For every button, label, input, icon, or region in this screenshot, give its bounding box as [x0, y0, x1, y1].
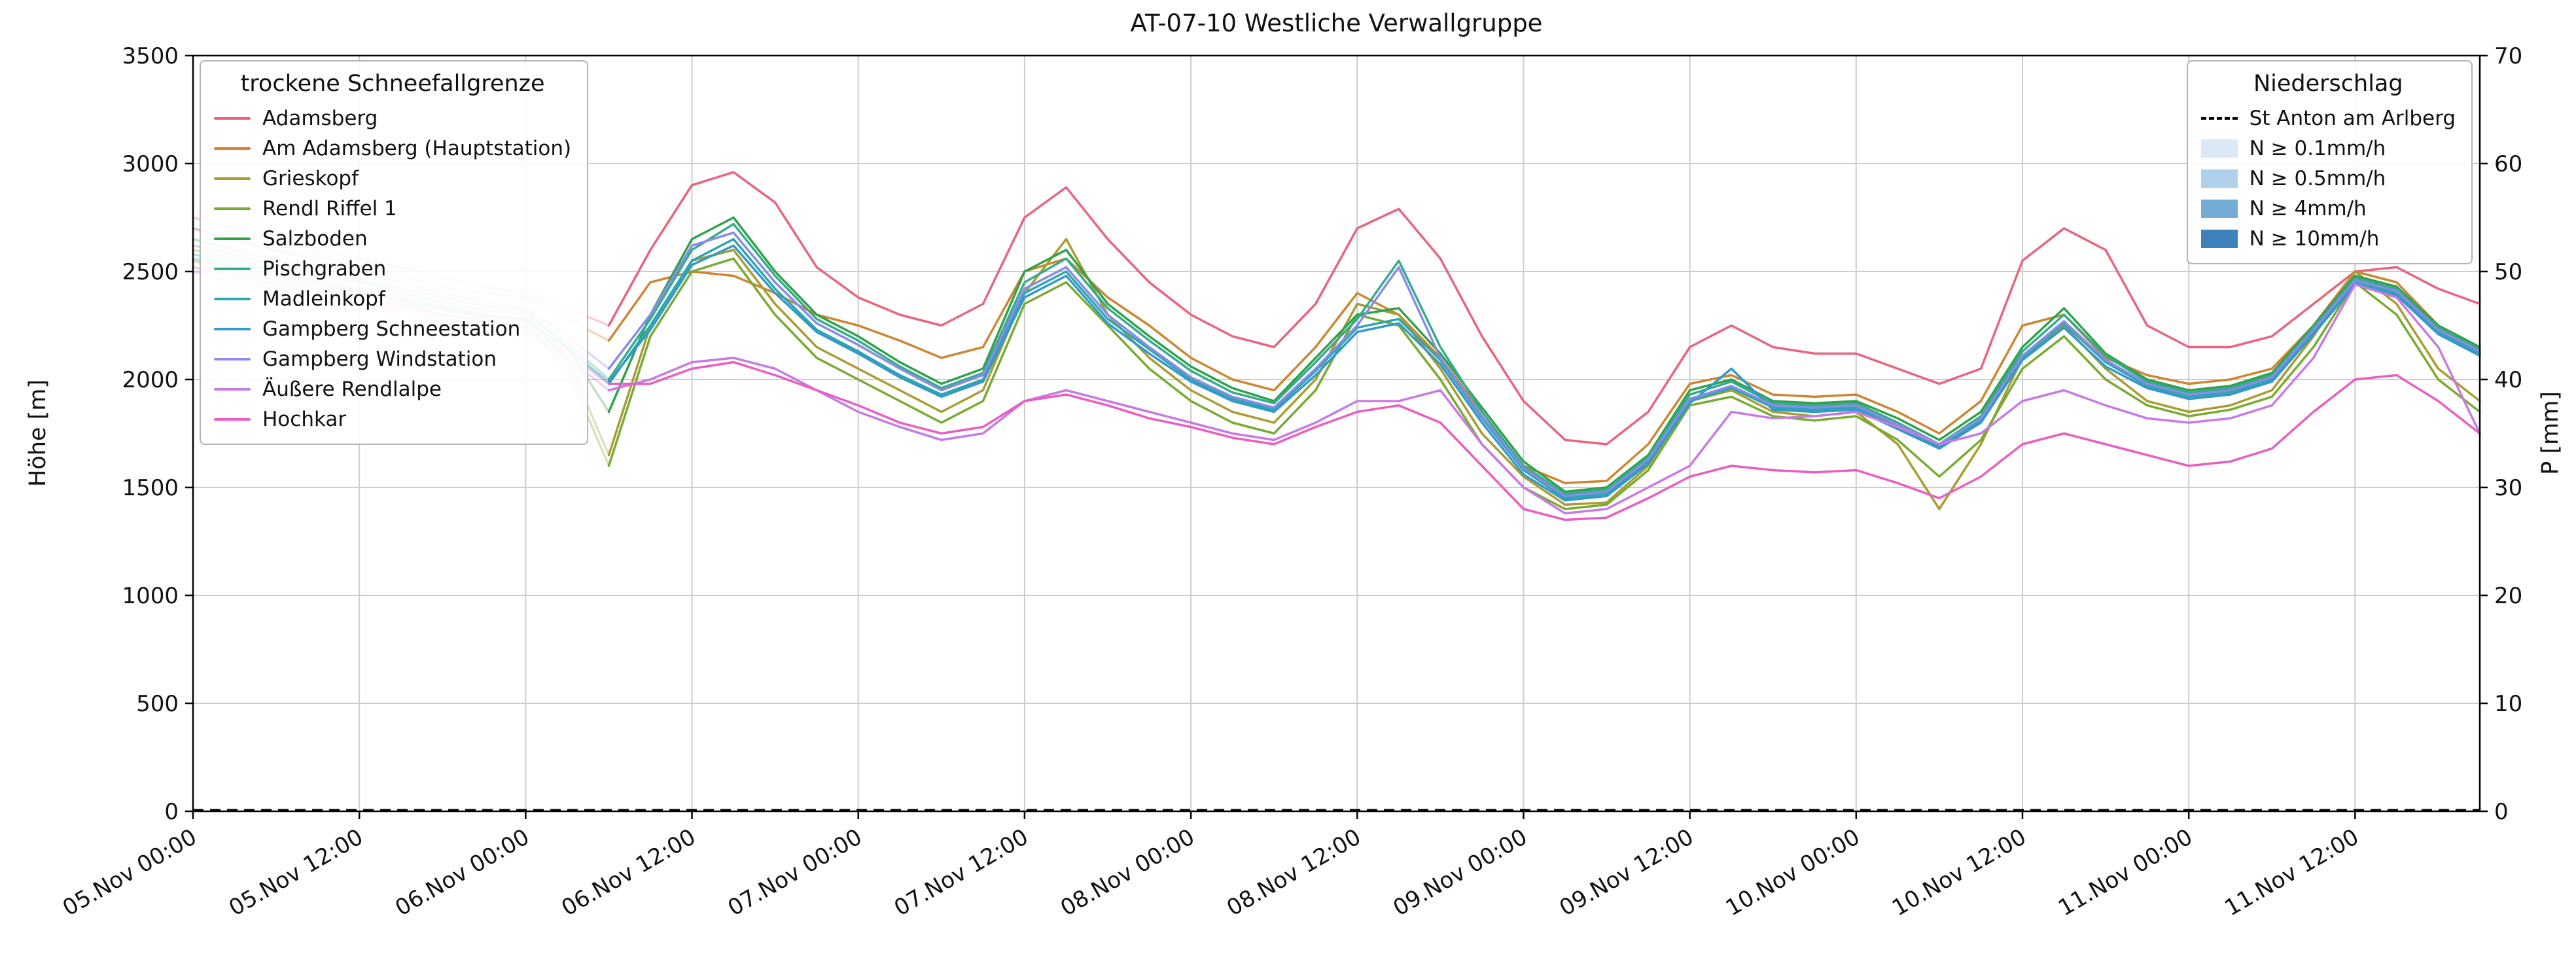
legend-item: Rendl Riffel 1 [214, 194, 571, 224]
svg-text:06.Nov 12:00: 06.Nov 12:00 [557, 824, 701, 921]
svg-text:08.Nov 00:00: 08.Nov 00:00 [1056, 824, 1199, 921]
line-swatch [214, 268, 251, 270]
svg-text:1000: 1000 [122, 583, 179, 609]
legend-item: N ≥ 0.5mm/h [2200, 164, 2456, 194]
svg-text:07.Nov 00:00: 07.Nov 00:00 [724, 824, 867, 921]
legend-item: Gampberg Schneestation [214, 314, 571, 344]
svg-text:3000: 3000 [122, 151, 179, 177]
legend-label: Hochkar [262, 408, 347, 431]
patch-swatch [2200, 169, 2238, 188]
legend-item: N ≥ 4mm/h [2200, 194, 2456, 224]
legend-label: St Anton am Arlberg [2249, 107, 2456, 130]
chart-title: AT-07-10 Westliche Verwallgruppe [1130, 9, 1543, 37]
legend-item: N ≥ 10mm/h [2200, 224, 2456, 254]
svg-text:1500: 1500 [122, 475, 179, 501]
legend-item: Pischgraben [214, 254, 571, 284]
legend-item: Hochkar [214, 404, 571, 434]
legend-snowfall-items: Adamsberg Am Adamsberg (Hauptstation) Grie… [214, 103, 571, 434]
svg-text:10: 10 [2494, 691, 2522, 717]
line-swatch [214, 358, 251, 360]
patch-swatch [2200, 200, 2238, 218]
legend-label: Rendl Riffel 1 [262, 197, 397, 220]
legend-label: N ≥ 0.1mm/h [2249, 137, 2386, 160]
legend-label: Pischgraben [262, 257, 387, 281]
legend-item: Äußere Rendlalpe [214, 374, 571, 404]
svg-text:09.Nov 00:00: 09.Nov 00:00 [1388, 824, 1532, 921]
svg-text:50: 50 [2494, 259, 2522, 285]
legend-label: N ≥ 10mm/h [2249, 227, 2380, 251]
svg-text:09.Nov 12:00: 09.Nov 12:00 [1555, 824, 1699, 921]
svg-text:20: 20 [2494, 583, 2522, 609]
patch-swatch [2200, 230, 2238, 248]
svg-text:08.Nov 12:00: 08.Nov 12:00 [1222, 824, 1366, 921]
legend-item: Am Adamsberg (Hauptstation) [214, 133, 571, 164]
svg-text:30: 30 [2494, 475, 2522, 501]
svg-text:07.Nov 12:00: 07.Nov 12:00 [890, 824, 1033, 921]
line-swatch [214, 147, 251, 150]
dashed-line-swatch [2200, 117, 2238, 120]
svg-text:2500: 2500 [122, 259, 179, 285]
legend-label: Äußere Rendlalpe [262, 378, 442, 401]
svg-text:10.Nov 00:00: 10.Nov 00:00 [1721, 824, 1865, 921]
svg-text:0: 0 [2494, 799, 2509, 825]
legend-label: Adamsberg [262, 107, 378, 130]
legend-label: Am Adamsberg (Hauptstation) [262, 137, 572, 160]
legend-label: Madleinkopf [262, 287, 385, 311]
line-swatch [214, 177, 251, 180]
line-swatch [214, 237, 251, 240]
svg-text:11.Nov 00:00: 11.Nov 00:00 [2054, 824, 2197, 921]
legend-label: Salzboden [262, 227, 368, 251]
line-swatch [214, 388, 251, 391]
legend-item: Madleinkopf [214, 284, 571, 314]
line-swatch [214, 207, 251, 210]
svg-text:05.Nov 12:00: 05.Nov 12:00 [224, 824, 368, 921]
svg-text:70: 70 [2494, 43, 2522, 69]
legend-label: N ≥ 4mm/h [2249, 197, 2367, 220]
svg-text:3500: 3500 [122, 43, 179, 69]
svg-text:2000: 2000 [122, 367, 179, 393]
legend-item: Adamsberg [214, 103, 571, 133]
line-swatch [214, 418, 251, 421]
legend-item: Grieskopf [214, 164, 571, 194]
legend-item: St Anton am Arlberg [2200, 103, 2456, 133]
patch-swatch [2200, 139, 2238, 158]
svg-text:06.Nov 00:00: 06.Nov 00:00 [391, 824, 534, 921]
line-swatch [214, 328, 251, 330]
svg-text:0: 0 [164, 799, 179, 825]
svg-text:500: 500 [136, 691, 179, 717]
svg-text:60: 60 [2494, 151, 2522, 177]
svg-text:11.Nov 12:00: 11.Nov 12:00 [2220, 824, 2363, 921]
legend-item: Gampberg Windstation [214, 344, 571, 374]
legend-label: N ≥ 0.5mm/h [2249, 167, 2386, 190]
legend-snowfall-title: trockene Schneefallgrenze [240, 71, 545, 97]
legend-label: Gampberg Schneestation [262, 317, 521, 341]
svg-text:10.Nov 12:00: 10.Nov 12:00 [1888, 824, 2031, 921]
legend-snowfall-limit: trockene Schneefallgrenze Adamsberg Am Ad… [200, 60, 589, 445]
legend-precipitation-items: St Anton am Arlberg N ≥ 0.1mm/h N ≥ 0.5mm/… [2200, 103, 2456, 254]
legend-label: Grieskopf [262, 167, 359, 190]
legend-item: Salzboden [214, 224, 571, 254]
svg-text:40: 40 [2494, 367, 2522, 393]
line-swatch [214, 117, 251, 120]
legend-label: Gampberg Windstation [262, 347, 497, 371]
legend-precipitation: Niederschlag St Anton am Arlberg N ≥ 0.1m… [2186, 60, 2473, 264]
legend-precipitation-title: Niederschlag [2253, 71, 2403, 97]
legend-item: N ≥ 0.1mm/h [2200, 133, 2456, 164]
svg-text:05.Nov 00:00: 05.Nov 00:00 [58, 824, 202, 921]
line-swatch [214, 298, 251, 300]
